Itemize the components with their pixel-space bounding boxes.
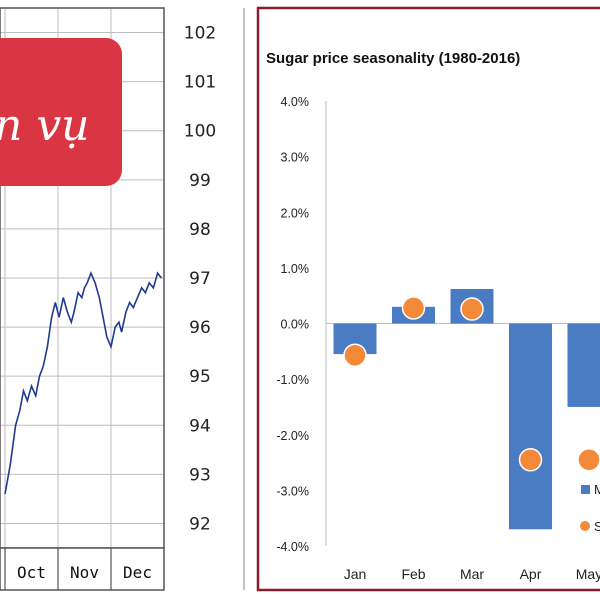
bar-y-tick-label: 2.0% <box>281 206 310 220</box>
bar-y-tick-label: 3.0% <box>281 151 310 165</box>
bar-y-tick-label: -1.0% <box>276 373 309 387</box>
line-y-tick-label: 98 <box>189 220 211 240</box>
bar-may <box>567 323 600 407</box>
bar-x-tick-label: Apr <box>520 566 542 582</box>
marker-jan <box>343 343 367 367</box>
bar-chart-legend: MS <box>580 482 600 534</box>
line-chart-y-axis: 92 93 94 95 96 97 98 99 100 101 102 <box>184 24 216 535</box>
bar-y-tick-label: 0.0% <box>281 318 310 332</box>
banner-overlay: n vụ <box>0 38 122 186</box>
line-y-tick-label: 101 <box>184 73 216 93</box>
banner-text: n vụ <box>0 100 90 151</box>
bar-chart-markers <box>343 296 600 472</box>
line-chart-x-axis: Oct Nov Dec <box>0 547 165 591</box>
bar-chart-y-axis: 4.0% 3.0% 2.0% 1.0% 0.0% -1.0% -2.0% -3.0% -4.0% <box>276 95 600 554</box>
bar-x-tick-label: May <box>576 566 600 582</box>
bar-y-tick-label: 1.0% <box>281 262 310 276</box>
line-y-tick-label: 102 <box>184 24 216 44</box>
line-y-tick-label: 100 <box>184 122 216 142</box>
bar-chart-bars <box>333 289 600 530</box>
line-x-tick-label: Nov <box>70 563 99 582</box>
bar-x-tick-label: Jan <box>344 566 367 582</box>
bar-apr <box>509 323 552 530</box>
bar-y-tick-label: -4.0% <box>276 540 309 554</box>
bar-chart-x-axis: Jan Feb Mar Apr May <box>344 566 600 582</box>
marker-may <box>577 448 600 472</box>
banner-box <box>0 38 122 186</box>
legend-marker-label: S <box>594 519 600 534</box>
bar-chart-title: Sugar price seasonality (1980-2016) <box>266 50 520 67</box>
line-y-tick-label: 94 <box>189 416 211 436</box>
legend-bar-label: M <box>594 482 600 497</box>
line-y-tick-label: 95 <box>189 367 211 387</box>
bar-chart-panel: Sugar price seasonality (1980-2016) 4.0%… <box>256 6 600 592</box>
line-y-tick-label: 97 <box>189 269 211 289</box>
marker-feb <box>401 296 426 320</box>
line-y-tick-label: 93 <box>189 465 211 485</box>
bar-x-tick-label: Mar <box>460 566 484 582</box>
line-y-tick-label: 92 <box>189 514 211 534</box>
bar-x-tick-label: Feb <box>401 566 425 582</box>
marker-mar <box>460 297 484 321</box>
marker-apr <box>518 448 543 472</box>
line-y-tick-label: 96 <box>189 318 211 338</box>
bar-y-tick-label: -2.0% <box>276 429 309 443</box>
legend-bar-swatch <box>581 485 590 494</box>
line-x-tick-label: Oct <box>17 563 46 582</box>
bar-y-tick-label: 4.0% <box>281 95 310 109</box>
bar-y-tick-label: -3.0% <box>276 484 309 498</box>
line-series-line <box>4 270 163 495</box>
line-x-tick-label: Dec <box>123 563 152 582</box>
legend-marker-swatch <box>580 521 590 531</box>
line-y-tick-label: 99 <box>189 171 211 191</box>
